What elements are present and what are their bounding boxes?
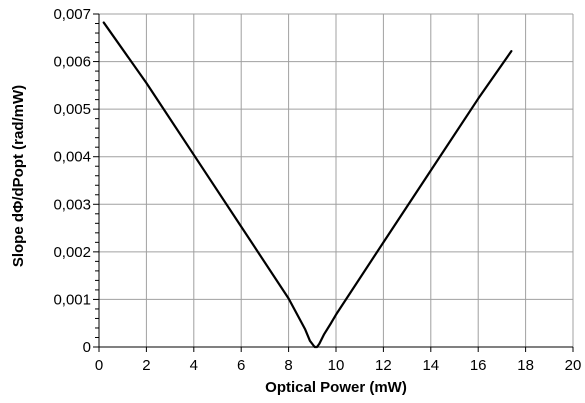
x-tick-label: 12 — [375, 357, 392, 374]
tick-labels: 0 0,001 0,002 0,003 0,004 0,005 0,006 0,007 0 2 4 6… — [53, 6, 581, 374]
y-tick-label: 0,004 — [53, 149, 91, 166]
x-tick-label: 16 — [470, 357, 487, 374]
y-tick-label: 0,005 — [53, 101, 91, 118]
y-tick-label: 0,001 — [53, 291, 91, 308]
grid — [99, 13, 574, 347]
x-tick-label: 10 — [328, 357, 345, 374]
x-tick-label: 6 — [237, 357, 245, 374]
y-tick-label: 0,002 — [53, 244, 91, 261]
y-tick-label: 0,003 — [53, 196, 91, 213]
x-tick-label: 18 — [517, 357, 534, 374]
x-tick-label: 20 — [565, 357, 582, 374]
x-tick-label: 2 — [142, 357, 150, 374]
x-tick-label: 14 — [422, 357, 439, 374]
y-tick-label: 0,006 — [53, 54, 91, 71]
axes — [93, 13, 574, 352]
y-tick-label: 0,007 — [53, 6, 91, 23]
y-axis-title: Slope dΦ/dPopt (rad/mW) — [10, 85, 27, 267]
x-tick-label: 4 — [190, 357, 198, 374]
series-line-0 — [102, 21, 513, 349]
y-tick-label: 0 — [83, 339, 91, 356]
series — [102, 21, 513, 349]
x-tick-label: 0 — [95, 357, 103, 374]
x-axis-title: Optical Power (mW) — [265, 379, 407, 396]
x-tick-label: 8 — [284, 357, 292, 374]
